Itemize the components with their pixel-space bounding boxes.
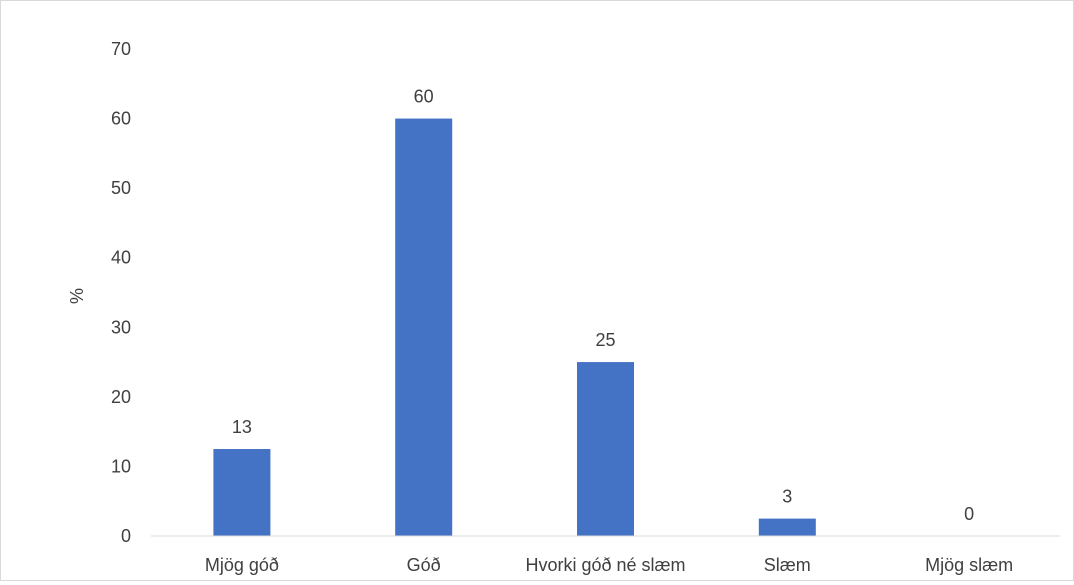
data-label: 0: [964, 504, 974, 524]
bar: [577, 362, 634, 536]
y-tick-label: 20: [111, 387, 131, 407]
x-tick-label: Góð: [407, 555, 441, 575]
x-tick-label: Mjög slæm: [925, 555, 1013, 575]
y-tick-label: 10: [111, 456, 131, 476]
bar: [213, 449, 271, 536]
bar: [395, 118, 453, 537]
data-labels: 13 60 25 3 0: [232, 87, 974, 524]
y-tick-label: 0: [121, 526, 131, 546]
x-tick-label: Slæm: [764, 555, 811, 575]
x-axis-category-labels: Mjög góð Góð Hvorki góð né slæm Slæm Mjög sl…: [205, 555, 1013, 575]
y-tick-label: 40: [111, 248, 131, 268]
bar: [758, 518, 816, 536]
data-label: 3: [782, 487, 792, 507]
x-tick-label: Hvorki góð né slæm: [525, 555, 685, 575]
y-tick-label: 30: [111, 317, 131, 337]
x-tick-label: Mjög góð: [205, 555, 279, 575]
data-label: 13: [232, 417, 252, 437]
y-tick-label: 50: [111, 178, 131, 198]
data-label: 25: [595, 330, 615, 350]
y-axis-ticks: 0 10 20 30 40 50 60 70: [111, 39, 131, 546]
y-tick-label: 70: [111, 39, 131, 59]
y-tick-label: 60: [111, 109, 131, 129]
bars: [213, 118, 816, 537]
data-label: 60: [414, 87, 434, 107]
y-axis-label: %: [67, 288, 87, 304]
